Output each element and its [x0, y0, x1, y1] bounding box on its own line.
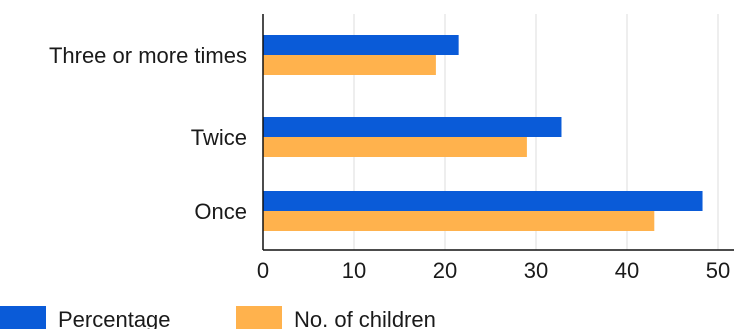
bar-percentage-2 [263, 191, 703, 211]
category-label-0: Three or more times [49, 43, 247, 68]
x-tick-10: 10 [342, 258, 366, 283]
x-tick-0: 0 [257, 258, 269, 283]
bars [263, 35, 703, 231]
legend-label-0: Percentage [58, 307, 171, 329]
legend-label-1: No. of children [294, 307, 436, 329]
legend: Percentage No. of children [0, 306, 436, 329]
x-tick-20: 20 [433, 258, 457, 283]
bar-children-2 [263, 211, 655, 231]
x-tick-labels: 0 10 20 30 40 50 [257, 258, 730, 283]
category-label-1: Twice [191, 125, 247, 150]
axes [262, 14, 734, 251]
category-labels: Three or more times Twice Once [49, 43, 247, 224]
category-label-2: Once [194, 199, 247, 224]
bar-percentage-1 [263, 117, 562, 137]
bar-children-1 [263, 137, 527, 157]
x-tick-30: 30 [524, 258, 548, 283]
legend-swatch-0 [0, 306, 46, 329]
x-tick-40: 40 [615, 258, 639, 283]
bar-percentage-0 [263, 35, 459, 55]
bar-children-0 [263, 55, 436, 75]
x-tick-50: 50 [706, 258, 730, 283]
legend-swatch-1 [236, 306, 282, 329]
